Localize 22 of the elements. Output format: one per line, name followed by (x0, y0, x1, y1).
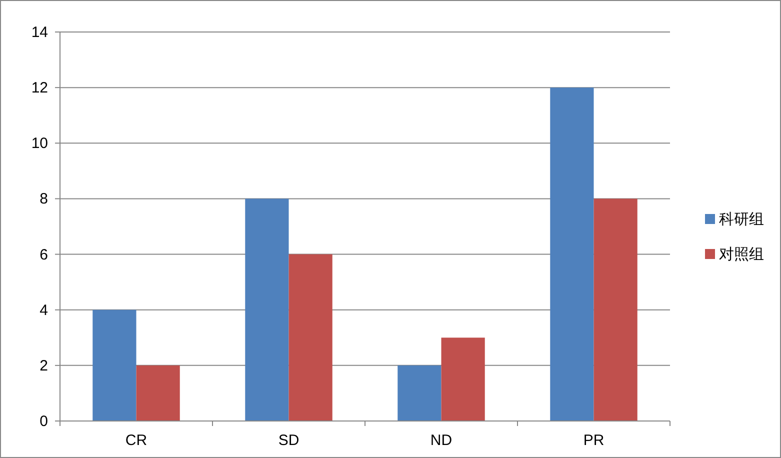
y-tick-label: 0 (40, 413, 48, 430)
y-tick-label: 4 (40, 302, 48, 319)
bar (136, 365, 180, 421)
y-tick-label: 14 (31, 24, 48, 41)
legend-label: 对照组 (719, 246, 764, 263)
x-tick-label: PR (583, 432, 604, 449)
bar (245, 198, 289, 421)
x-tick-label: SD (278, 432, 300, 449)
x-tick-label: ND (430, 432, 452, 449)
y-tick-label: 6 (40, 246, 48, 264)
bar (398, 365, 442, 421)
y-tick-label: 12 (31, 80, 48, 97)
y-tick-label: 2 (40, 357, 48, 374)
y-tick-label: 10 (31, 135, 48, 152)
bar (594, 198, 638, 421)
x-tick-label: CR (125, 432, 148, 449)
bar (288, 254, 332, 421)
legend-label: 科研组 (719, 211, 764, 228)
y-tick-label: 8 (40, 190, 48, 208)
bar (550, 88, 594, 421)
bar (92, 310, 136, 421)
bar (441, 338, 485, 421)
